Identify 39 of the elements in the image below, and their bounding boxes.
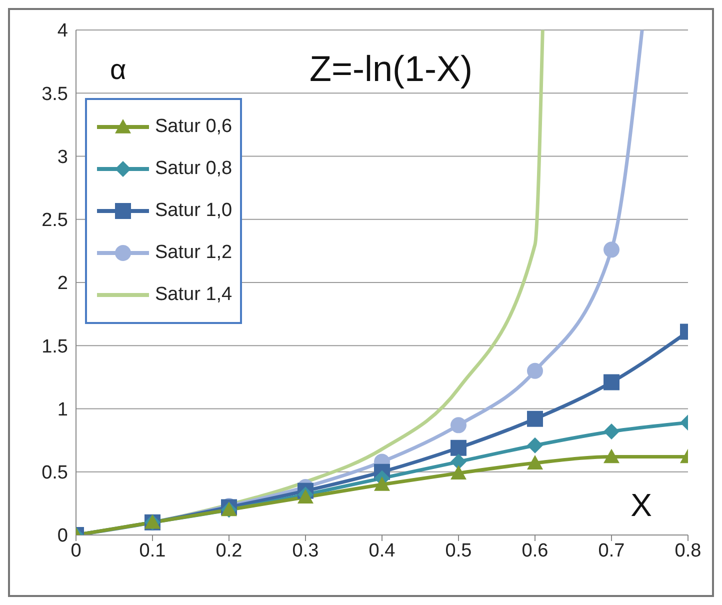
x-tick-label: 0 [70,540,82,562]
x-tick-label: 0.3 [292,540,319,562]
y-tick-label: 1 [57,399,68,420]
point [604,423,620,440]
legend-label: Satur 0,6 [155,116,232,138]
point [527,410,543,427]
x-tick-label: 0.5 [445,540,472,562]
y-tick-label: 1.5 [42,336,68,358]
text: Z=-ln(1-X) [309,48,473,89]
legend-label: Satur 1,0 [155,200,232,222]
x-tick-label: 0.4 [368,540,396,562]
point [604,242,620,258]
point [450,440,466,456]
point [450,454,466,470]
point [604,374,620,390]
legend-label: Satur 1,2 [155,242,232,264]
point [450,417,466,434]
x-axis-title: X [630,487,652,524]
x-tick-label: 0.7 [598,540,625,562]
y-tick-label: 2 [57,273,68,294]
x-tick-label: 0.6 [522,540,548,562]
point [527,437,543,454]
y-tick-label: 0 [57,526,68,547]
legend-label: Satur 1,4 [155,284,232,306]
legend-label: Satur 0,8 [155,158,232,180]
y-axis-title: α [110,54,126,86]
y-tick-label: 0.5 [42,462,68,484]
y-tick-label: 3.5 [42,84,68,105]
x-tick-label: 0.8 [674,540,702,562]
y-tick-label: 3 [57,146,68,168]
point [450,465,466,480]
point [374,476,390,491]
point [527,362,543,379]
x-tick-label: 0.1 [139,540,166,562]
y-tick-label: 2.5 [42,210,68,232]
y-tick-label: 4 [57,20,68,42]
point [527,455,543,470]
point [604,448,620,464]
x-tick-label: 0.2 [216,540,242,562]
